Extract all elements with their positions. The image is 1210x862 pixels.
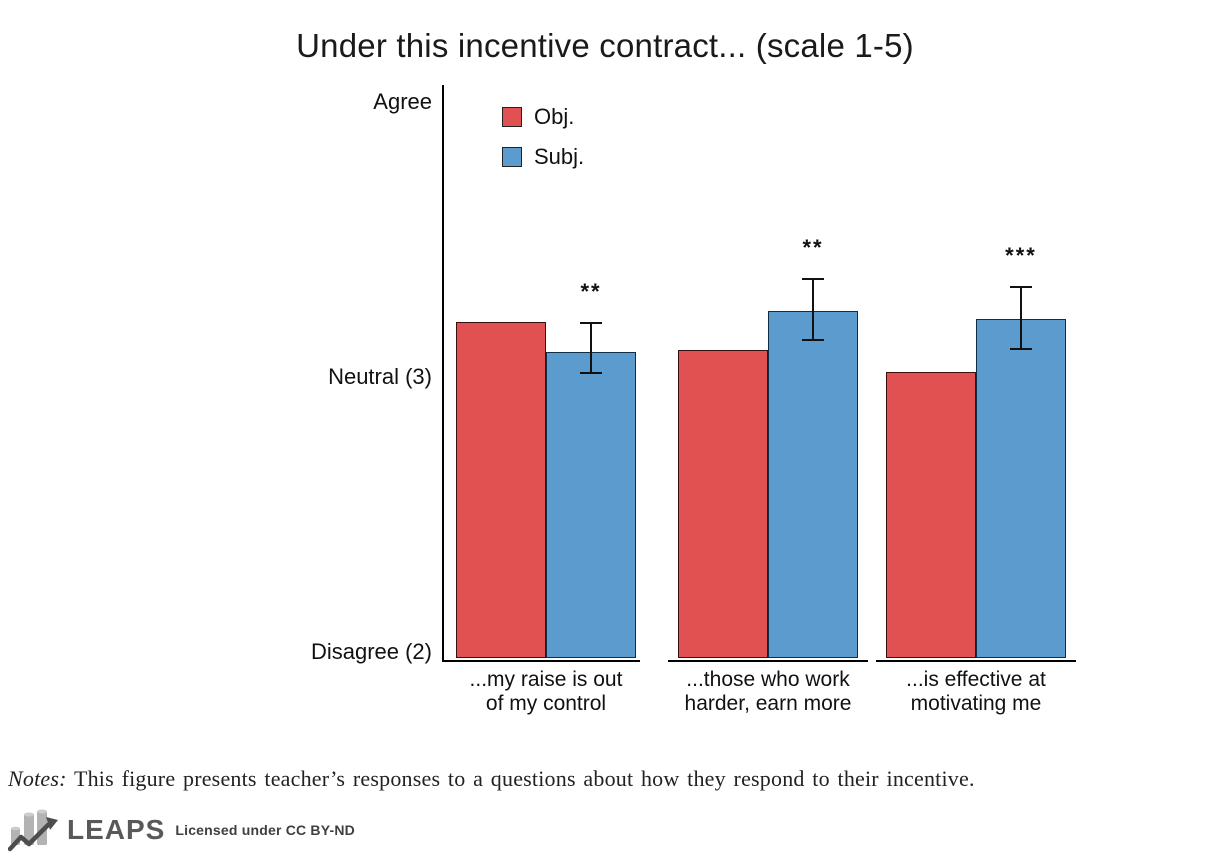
legend-swatch-obj	[502, 107, 522, 127]
error-bar-cap-bottom-2	[1010, 347, 1032, 350]
y-tick-label-0: Agree	[373, 89, 432, 114]
chart-title: Under this incentive contract... (scale …	[296, 27, 914, 64]
figure-notes: Notes: This figure presents teacher’s re…	[8, 766, 1206, 792]
category-label-line: of my control	[485, 692, 607, 715]
y-tick-label-1: Neutral (3)	[328, 364, 432, 389]
error-bar-line-2	[1020, 286, 1022, 350]
error-bar-cap-bottom-1	[802, 339, 824, 342]
category-label-1: ...those who work harder, earn more	[608, 668, 928, 716]
legend-item-subj: Subj.	[502, 144, 584, 170]
y-tick-label-2: Disagree (2)	[310, 639, 432, 664]
legend-label-obj: Obj.	[534, 104, 575, 129]
footer-brand-bar: LEAPS Licensed under CC BY-ND	[8, 806, 355, 854]
error-bar-cap-top-0	[580, 322, 602, 324]
bar-subj-0	[546, 352, 636, 658]
bar-subj-2	[976, 319, 1066, 658]
notes-prefix: Notes:	[8, 766, 67, 791]
category-label-line: motivating me	[910, 692, 1042, 715]
x-axis-segment-2	[876, 660, 1076, 662]
bar-obj-0	[456, 322, 546, 658]
leaps-logo-icon	[8, 809, 58, 852]
category-label-0: ...my raise is out of my control	[386, 668, 706, 716]
legend-swatch-subj	[502, 147, 522, 167]
category-label-line: ...is effective at	[906, 668, 1046, 691]
x-axis-segment-0	[443, 660, 640, 662]
footer-license-text: Licensed under CC BY-ND	[175, 822, 355, 838]
significance-stars-0: **	[580, 279, 602, 304]
footer-brand-name: LEAPS	[67, 814, 166, 845]
error-bar-cap-top-2	[1010, 286, 1032, 289]
significance-stars-1: **	[802, 235, 824, 260]
error-bar-line-0	[590, 322, 592, 375]
error-bar-line-1	[812, 278, 814, 342]
error-bar-cap-top-1	[802, 278, 824, 280]
legend-label-subj: Subj.	[534, 144, 585, 169]
bar-subj-1	[768, 311, 858, 658]
y-axis-line	[442, 85, 444, 662]
error-bar-cap-bottom-0	[580, 372, 602, 375]
legend-item-obj: Obj.	[502, 104, 584, 130]
category-label-line: ...those who work	[686, 668, 850, 691]
category-label-2: ...is effective at motivating me	[816, 668, 1136, 716]
significance-stars-2: ***	[1005, 243, 1037, 269]
category-label-line: ...my raise is out	[469, 668, 623, 691]
notes-text: This figure presents teacher’s responses…	[73, 766, 975, 791]
x-axis-segment-1	[668, 660, 868, 662]
bar-obj-1	[678, 349, 768, 658]
bar-obj-2	[886, 371, 976, 658]
category-label-line: harder, earn more	[684, 692, 852, 715]
legend: Obj. Subj.	[502, 104, 584, 170]
